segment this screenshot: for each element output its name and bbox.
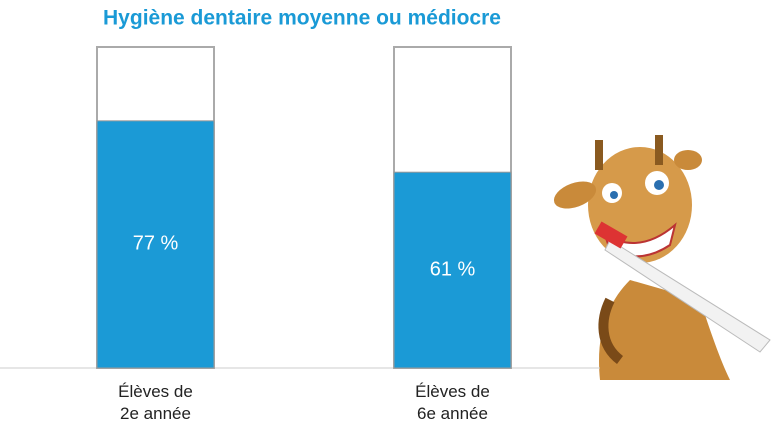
- giraffe-ear: [553, 181, 597, 209]
- giraffe-illustration: [553, 135, 771, 380]
- toothbrush-bristles: [594, 221, 628, 249]
- giraffe-neck: [599, 280, 730, 380]
- bar: [393, 171, 512, 369]
- x-tick-label: Élèves de 6e année: [415, 382, 490, 423]
- x-tick-label: Élèves de 2e année: [118, 382, 193, 423]
- value-label: 61 %: [430, 258, 476, 280]
- giraffe-arm: [598, 297, 624, 364]
- giraffe-horn: [595, 140, 603, 170]
- bar: [96, 120, 215, 369]
- chart-title: Hygiène dentaire moyenne ou médiocre: [103, 7, 501, 30]
- giraffe-horn: [655, 135, 663, 165]
- toothbrush: [604, 239, 771, 353]
- giraffe-pupil: [610, 191, 618, 199]
- giraffe-ear: [674, 150, 702, 170]
- giraffe-pupil: [654, 180, 664, 190]
- value-label: 77 %: [133, 233, 179, 255]
